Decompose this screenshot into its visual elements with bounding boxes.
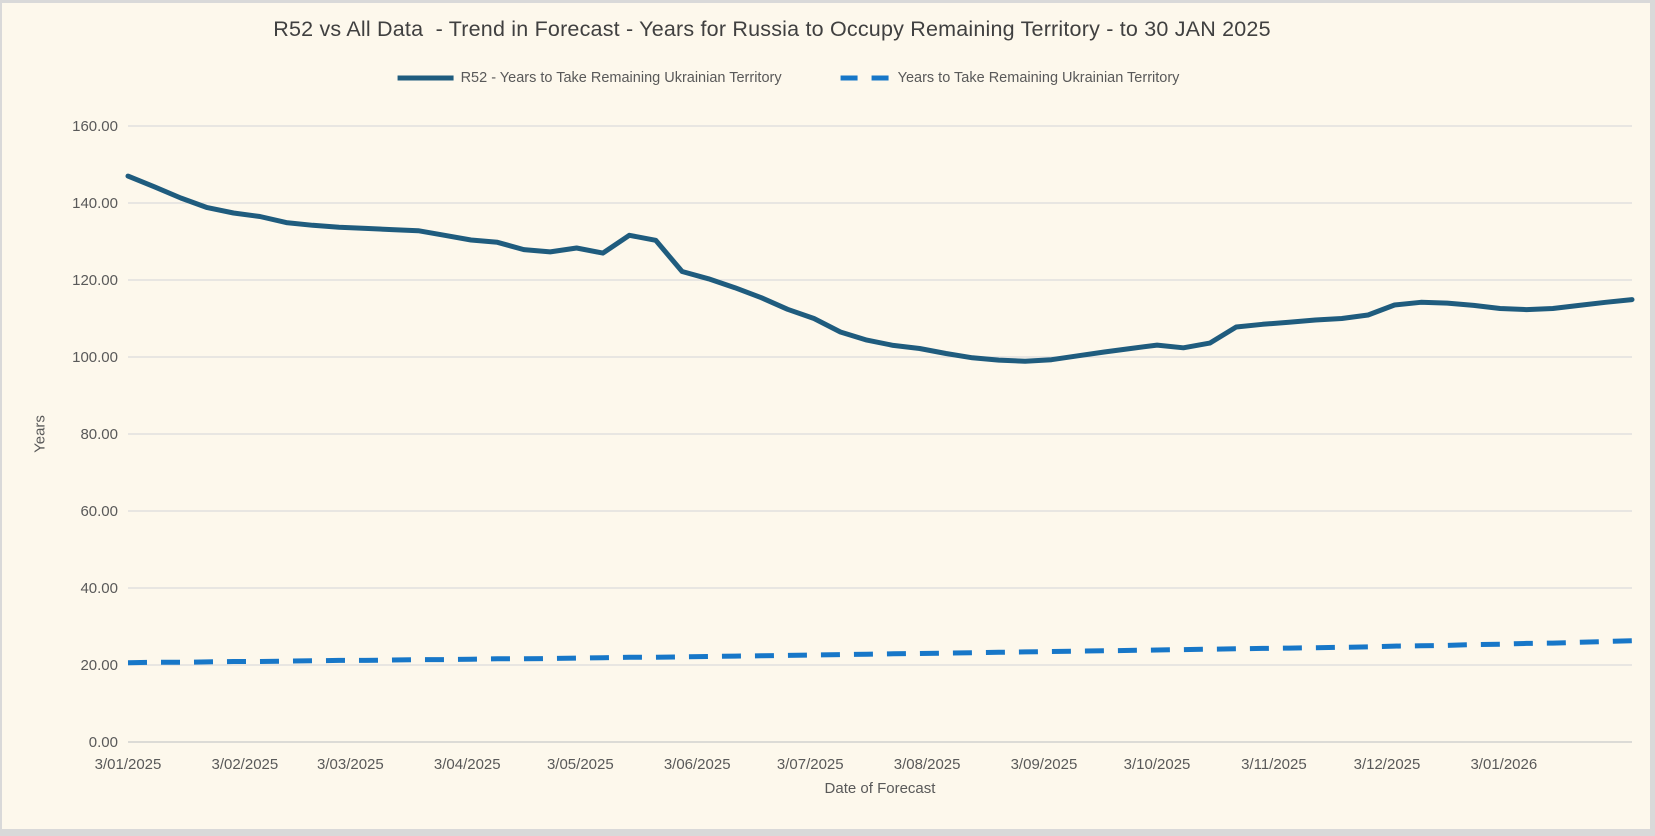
y-tick-label-40: 40.00 <box>80 580 118 597</box>
y-tick-label-0: 0.00 <box>89 734 118 751</box>
y-tick-label-60: 60.00 <box>80 503 118 520</box>
y-tick-label-120: 120.00 <box>72 272 118 289</box>
x-tick-label-4: 3/05/2025 <box>547 756 614 773</box>
series-line-all-data <box>127 638 1633 666</box>
x-tick-label-7: 3/08/2025 <box>894 756 961 773</box>
x-tick-label-12: 3/01/2026 <box>1470 756 1537 773</box>
chart-title: R52 vs All Data - Trend in Forecast - Ye… <box>273 17 1271 41</box>
x-tick-label-10: 3/11/2025 <box>1241 756 1307 773</box>
legend-item-r52: R52 - Years to Take Remaining Ukrainian … <box>397 70 782 86</box>
x-tick-label-2: 3/03/2025 <box>317 756 384 773</box>
x-axis-title: Date of Forecast <box>824 780 936 797</box>
series-line-r52 <box>125 173 1635 364</box>
x-tick-label-6: 3/07/2025 <box>777 756 844 773</box>
x-tick-label-8: 3/09/2025 <box>1011 756 1078 773</box>
chart-legend: R52 - Years to Take Remaining Ukrainian … <box>397 70 1180 86</box>
y-tick-label-20: 20.00 <box>80 657 118 674</box>
y-tick-label-100: 100.00 <box>72 349 118 366</box>
legend-label-all-data: Years to Take Remaining Ukrainian Territ… <box>897 70 1180 86</box>
x-tick-label-9: 3/10/2025 <box>1124 756 1191 773</box>
y-tick-label-80: 80.00 <box>80 426 118 443</box>
legend-swatch-solid-line-icon <box>397 75 454 81</box>
chart-panel-background <box>2 3 1650 829</box>
legend-label-r52: R52 - Years to Take Remaining Ukrainian … <box>460 70 782 86</box>
x-tick-label-1: 3/02/2025 <box>211 756 278 773</box>
x-tick-label-3: 3/04/2025 <box>434 756 501 773</box>
legend-item-all-data: Years to Take Remaining Ukrainian Territ… <box>840 70 1180 86</box>
y-tick-label-160: 160.00 <box>72 118 118 135</box>
x-tick-label-11: 3/12/2025 <box>1354 756 1421 773</box>
y-tick-label-140: 140.00 <box>72 195 118 212</box>
x-tick-label-0: 3/01/2025 <box>95 756 162 773</box>
x-tick-label-5: 3/06/2025 <box>664 756 731 773</box>
legend-swatch-dashed-line-icon <box>840 75 891 81</box>
